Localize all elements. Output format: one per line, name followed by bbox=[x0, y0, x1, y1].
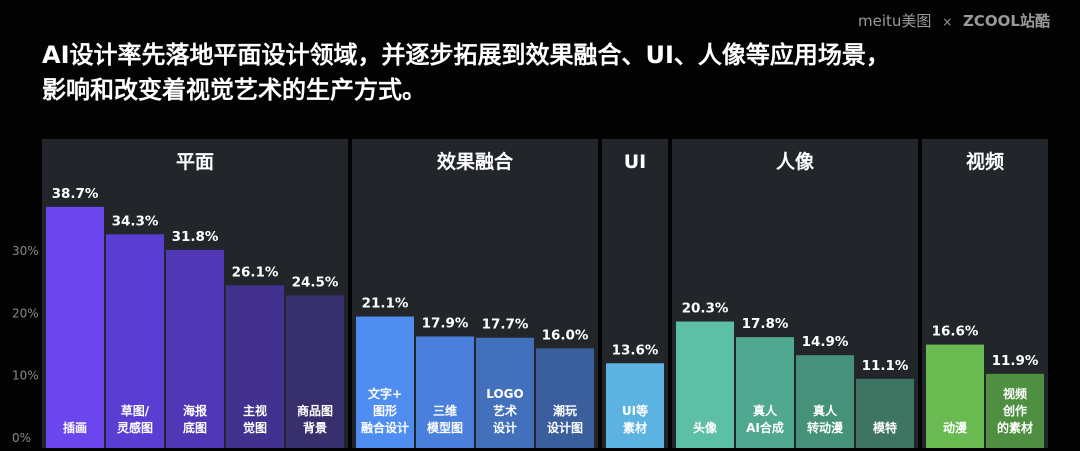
data-label: 31.8% bbox=[172, 229, 219, 245]
category-label: UI等 bbox=[622, 403, 648, 418]
data-label: 17.9% bbox=[422, 315, 469, 331]
y-tick-label: 10% bbox=[12, 369, 39, 383]
bar bbox=[606, 363, 664, 448]
data-label: 34.3% bbox=[112, 213, 159, 229]
category-label: 创作 bbox=[1002, 403, 1027, 418]
bar bbox=[416, 336, 474, 448]
data-label: 16.6% bbox=[932, 324, 979, 340]
category-label: 商品图 bbox=[297, 403, 333, 418]
bar bbox=[356, 316, 414, 448]
y-tick-label: 0% bbox=[12, 431, 31, 445]
group-title: 视频 bbox=[966, 150, 1004, 173]
bar bbox=[106, 234, 164, 448]
category-label: AI合成 bbox=[746, 420, 784, 435]
bar bbox=[536, 348, 594, 448]
group-title: 平面 bbox=[176, 151, 214, 173]
data-label: 11.9% bbox=[992, 353, 1039, 369]
category-label: 插画 bbox=[63, 420, 87, 435]
category-label: 主视 bbox=[243, 403, 267, 418]
category-label: 视频 bbox=[1003, 386, 1027, 401]
category-label: 背景 bbox=[303, 420, 327, 435]
category-label: 设计 bbox=[493, 420, 517, 435]
meitu-logo: meitu美图 bbox=[858, 12, 932, 30]
data-label: 17.8% bbox=[742, 316, 789, 332]
bar bbox=[736, 337, 794, 448]
data-label: 21.1% bbox=[362, 296, 409, 312]
bar bbox=[856, 378, 914, 448]
category-label: 模型图 bbox=[427, 420, 463, 435]
zcool-logo: ZCOOL站酷 bbox=[963, 12, 1050, 30]
category-label: 设计图 bbox=[547, 420, 583, 435]
bar bbox=[476, 337, 534, 448]
bar bbox=[46, 206, 104, 448]
y-tick-label: 20% bbox=[12, 306, 39, 320]
category-label: 三维 bbox=[433, 403, 457, 418]
data-label: 14.9% bbox=[802, 334, 849, 350]
page-title: AI设计率先落地平面设计领域，并逐步拓展到效果融合、UI、人像等应用场景， 影响… bbox=[42, 38, 1052, 108]
data-label: 11.1% bbox=[862, 358, 909, 374]
title-line-2: 影响和改变着视觉艺术的生产方式。 bbox=[42, 76, 426, 104]
bar bbox=[676, 321, 734, 448]
logo-separator: × bbox=[942, 15, 953, 29]
data-label: 26.1% bbox=[232, 264, 279, 280]
group-title: 效果融合 bbox=[437, 150, 514, 173]
bar bbox=[226, 285, 284, 448]
category-label: 真人 bbox=[813, 403, 838, 418]
category-label: 草图/ bbox=[121, 403, 150, 418]
bar bbox=[286, 295, 344, 448]
category-label: 文字+ bbox=[368, 386, 402, 401]
data-label: 16.0% bbox=[542, 327, 589, 343]
data-label: 38.7% bbox=[52, 186, 99, 202]
data-label: 17.7% bbox=[482, 317, 529, 333]
brand-logo: meitu美图 × ZCOOL站酷 bbox=[858, 10, 1050, 31]
bar bbox=[166, 249, 224, 448]
category-label: 觉图 bbox=[243, 420, 267, 435]
category-label: LOGO bbox=[486, 387, 523, 401]
category-label: 融合设计 bbox=[361, 420, 409, 435]
category-label: 模特 bbox=[873, 420, 897, 435]
category-label: 转动漫 bbox=[807, 420, 844, 435]
category-label: 灵感图 bbox=[117, 420, 153, 435]
category-label: 艺术 bbox=[493, 403, 517, 418]
category-label: 图形 bbox=[373, 404, 397, 418]
group-title: UI bbox=[624, 151, 647, 173]
data-label: 20.3% bbox=[682, 301, 729, 317]
category-label: 的素材 bbox=[997, 420, 1033, 435]
category-label: 潮玩 bbox=[553, 403, 577, 418]
bar bbox=[986, 373, 1044, 448]
y-tick-label: 30% bbox=[12, 244, 39, 258]
title-line-1: AI设计率先落地平面设计领域，并逐步拓展到效果融合、UI、人像等应用场景， bbox=[42, 41, 890, 69]
category-label: 底图 bbox=[183, 420, 207, 435]
category-label: 海报 bbox=[183, 403, 207, 418]
data-label: 24.5% bbox=[292, 274, 339, 290]
category-label: 头像 bbox=[693, 420, 718, 435]
category-label: 动漫 bbox=[943, 420, 968, 435]
bar bbox=[926, 344, 984, 448]
group-title: 人像 bbox=[776, 150, 815, 173]
category-label: 真人 bbox=[753, 403, 778, 418]
category-label: 素材 bbox=[623, 420, 647, 435]
data-label: 13.6% bbox=[612, 342, 659, 358]
bar bbox=[796, 355, 854, 448]
